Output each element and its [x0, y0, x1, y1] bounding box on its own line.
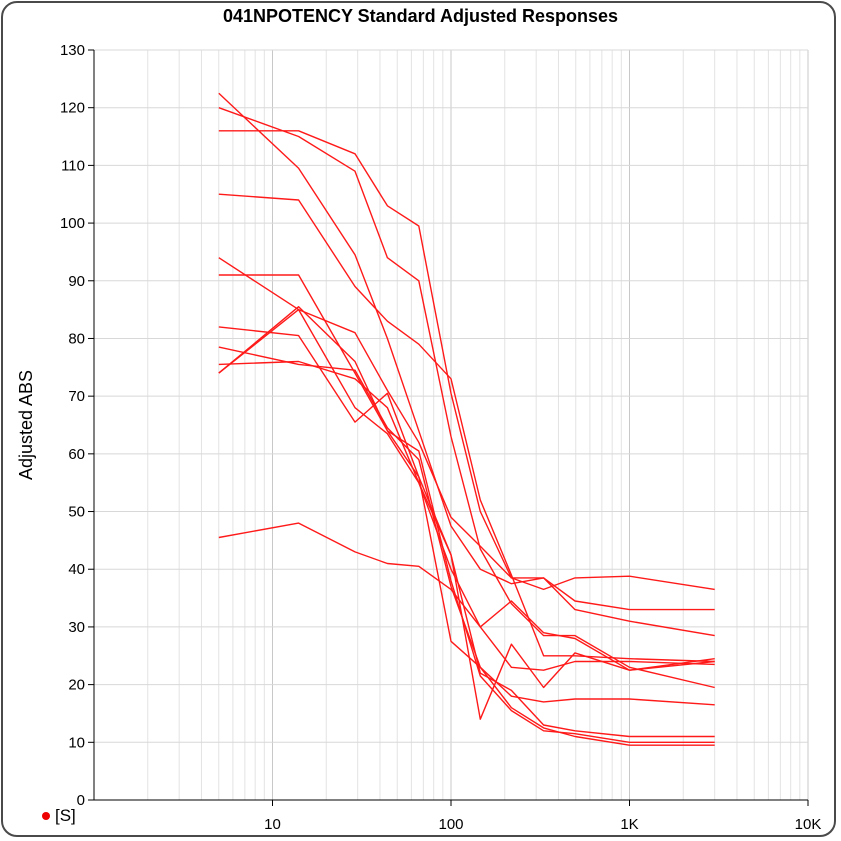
y-tick-label: 30	[68, 619, 85, 636]
series-line-3	[218, 130, 715, 637]
series-line-8	[218, 346, 715, 746]
y-tick-labels: 0 10 20 30 40 50 60 70 80 90 100 110 120 130	[60, 42, 85, 809]
series-lines	[218, 92, 715, 746]
series-line-1	[218, 92, 715, 611]
y-tick-label: 40	[68, 561, 85, 578]
y-tick-label: 100	[60, 215, 85, 232]
y-tick-label: 10	[68, 734, 85, 751]
chart-title: 041NPOTENCY Standard Adjusted Responses	[222, 6, 619, 26]
series-line-12	[218, 522, 715, 671]
y-tick-label: 0	[77, 792, 85, 809]
y-tick-label: 50	[68, 504, 85, 521]
x-tick-label: 10	[264, 816, 281, 833]
x-tick-labels: 10 100 1K 10K	[264, 816, 821, 833]
y-tick-label: 110	[61, 157, 85, 174]
y-tick-label: 20	[68, 677, 85, 694]
series-line-10	[218, 308, 715, 671]
series-line-5	[218, 257, 715, 591]
series-line-7	[218, 326, 715, 720]
y-tick-label: 120	[60, 100, 85, 117]
series-line-9	[218, 360, 715, 738]
axes	[88, 49, 809, 806]
y-tick-label: 70	[68, 388, 85, 405]
series-line-2	[218, 107, 715, 689]
grid-lines	[94, 49, 809, 800]
y-axis-label: Adjusted ABS	[16, 370, 36, 480]
legend: [S]	[42, 806, 76, 826]
series-line-4	[218, 193, 715, 663]
series-line-6	[218, 274, 715, 706]
series-line-11	[218, 306, 715, 743]
x-tick-label: 100	[438, 816, 463, 833]
y-tick-label: 60	[68, 446, 85, 463]
legend-marker	[42, 812, 50, 820]
y-tick-label: 130	[60, 42, 85, 59]
x-tick-label: 10K	[795, 816, 822, 833]
y-tick-label: 80	[68, 330, 85, 347]
y-tick-label: 90	[68, 273, 85, 290]
x-tick-label: 1K	[620, 816, 638, 833]
legend-label: [S]	[55, 806, 76, 825]
